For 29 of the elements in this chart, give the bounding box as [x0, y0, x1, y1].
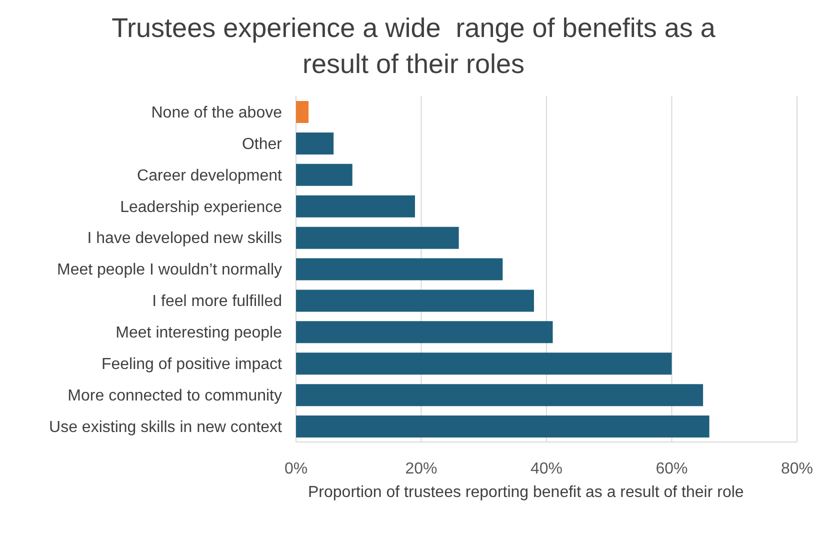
bar — [296, 132, 334, 154]
x-tick-label: 80% — [780, 460, 814, 478]
y-tick-label: Meet people I wouldn’t normally — [56, 262, 282, 279]
y-tick-label: More connected to community — [68, 388, 282, 404]
bar — [296, 101, 309, 123]
y-tick-label: Leadership experience — [120, 198, 282, 216]
x-tick-label: 60% — [656, 460, 688, 478]
y-tick-label: I have developed new skills — [87, 230, 282, 248]
bar — [296, 352, 672, 375]
y-tick-label: I feel more fulfilled — [152, 293, 282, 310]
chart-title: Trustees experience a wide range of benefits as a result of their roles — [110, 12, 716, 81]
x-tick-label: 40% — [530, 460, 563, 478]
bar — [296, 164, 352, 186]
bar — [296, 416, 710, 438]
bar — [296, 290, 534, 312]
y-tick-label: Feeling of positive impact — [101, 356, 283, 374]
x-tick-label: 20% — [405, 460, 438, 478]
y-tick-label: Career development — [137, 167, 283, 184]
x-tick-label: 0% — [284, 460, 308, 478]
bar — [296, 258, 503, 280]
y-tick-label: Other — [242, 136, 283, 153]
x-axis-title: Proportion of trustees reporting benefit as a result of their role — [308, 484, 745, 502]
y-tick-label: Use existing skills in new context — [49, 418, 283, 436]
bar — [296, 321, 553, 344]
y-tick-label: None of the above — [151, 104, 282, 122]
y-tick-label: Meet interesting people — [116, 324, 282, 342]
bar — [296, 384, 704, 406]
bar — [296, 226, 459, 249]
bar — [296, 195, 415, 218]
